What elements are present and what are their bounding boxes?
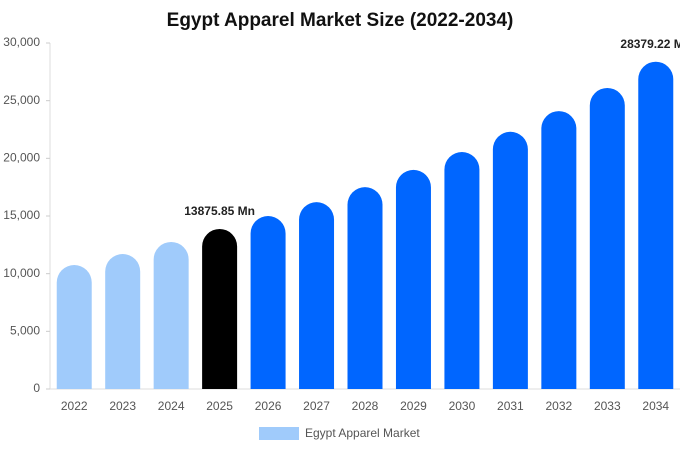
bar: [492, 131, 528, 390]
y-tick-label: 5,000: [10, 324, 40, 338]
y-tick-label: 10,000: [3, 266, 40, 280]
y-tick-label: 30,000: [3, 35, 40, 49]
bar: [105, 254, 141, 389]
x-tick-label: 2033: [594, 399, 621, 413]
bar: [56, 265, 92, 389]
x-tick-label: 2027: [303, 399, 330, 413]
chart-title: Egypt Apparel Market Size (2022-2034): [167, 10, 514, 31]
bar: [395, 169, 431, 389]
bar: [153, 241, 189, 389]
y-tick-label: 20,000: [3, 151, 40, 165]
x-tick-label: 2028: [352, 399, 379, 413]
legend-label: Egypt Apparel Market: [305, 426, 420, 440]
x-tick-label: 2023: [109, 399, 136, 413]
bar: [638, 61, 674, 389]
bar: [202, 228, 238, 389]
legend-swatch: [259, 427, 299, 440]
x-tick-label: 2024: [158, 399, 185, 413]
x-tick-label: 2031: [497, 399, 524, 413]
x-tick-label: 2030: [449, 399, 476, 413]
bar: [444, 151, 480, 389]
value-label: 13875.85 Mn: [184, 204, 255, 218]
x-tick-label: 2032: [545, 399, 572, 413]
x-tick-label: 2026: [255, 399, 282, 413]
bar: [541, 111, 577, 389]
bar: [347, 187, 383, 389]
bar: [250, 216, 286, 389]
x-tick-label: 2034: [642, 399, 669, 413]
bar: [589, 87, 625, 389]
x-tick-label: 2022: [61, 399, 88, 413]
x-tick-label: 2029: [400, 399, 427, 413]
y-tick-label: 25,000: [3, 93, 40, 107]
value-label: 28379.22 Mn: [620, 37, 680, 51]
bar: [299, 202, 335, 389]
y-tick-label: 0: [33, 381, 40, 395]
y-tick-label: 15,000: [3, 208, 40, 222]
x-tick-label: 2025: [206, 399, 233, 413]
